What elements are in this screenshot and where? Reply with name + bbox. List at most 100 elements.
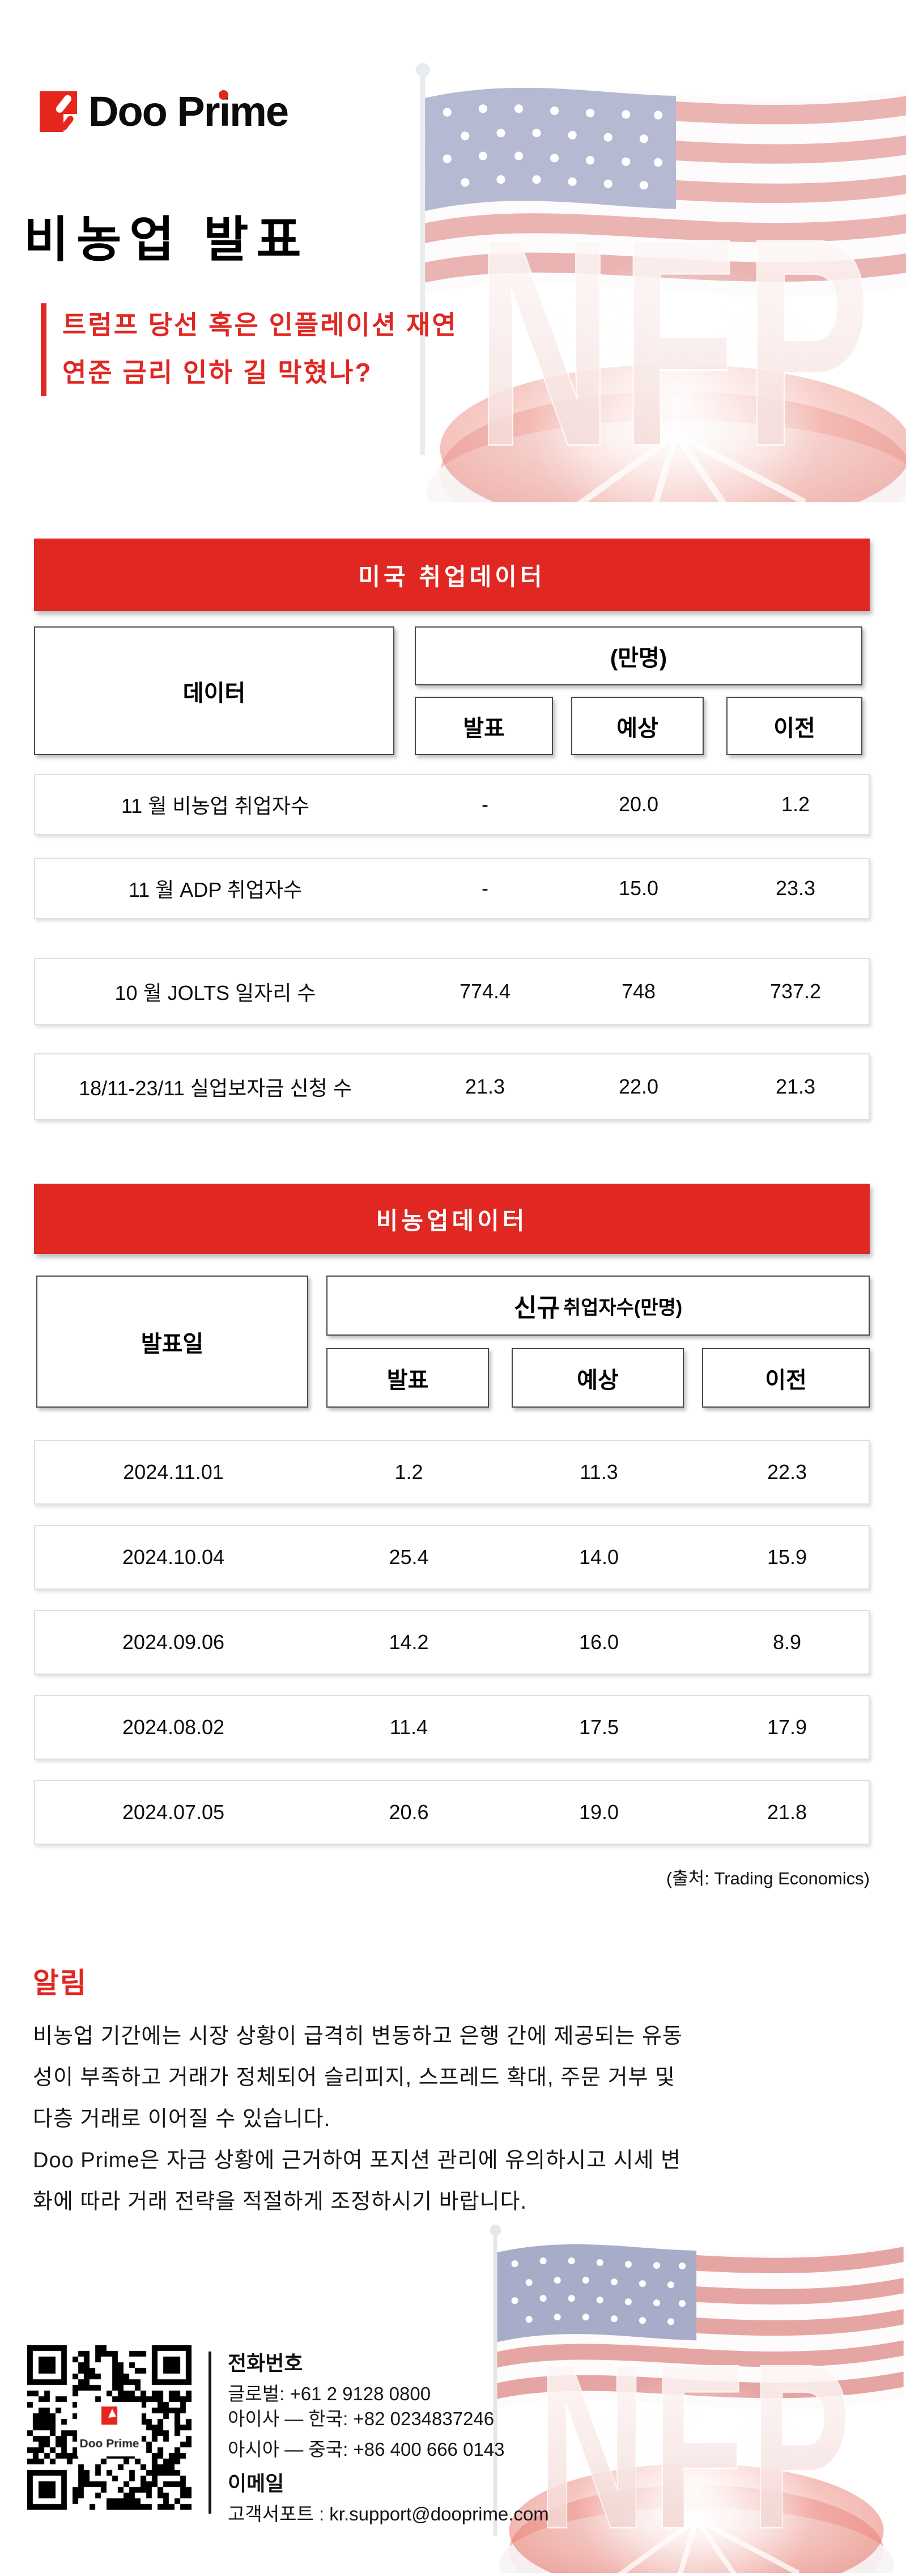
value-previous: 737.2 xyxy=(769,980,822,1003)
row-date: 2024.09.06 xyxy=(122,1630,225,1654)
footer-divider xyxy=(209,2352,211,2514)
value-expected: 14.0 xyxy=(579,1545,619,1569)
value-actual: - xyxy=(482,793,488,816)
doo-prime-wordmark: Doo Prime xyxy=(88,88,289,135)
pie-slice-cuts xyxy=(613,2516,800,2576)
subtitle-block: 트럼프 당선 혹은 인플레이션 재연 연준 금리 인하 길 막혔나? xyxy=(41,303,458,396)
table2-header-unit: 신규 취업자수(만명) xyxy=(326,1276,870,1336)
value-actual: 1.2 xyxy=(394,1460,423,1484)
value-previous: 15.9 xyxy=(767,1545,807,1569)
table2-header-previous: 이전 xyxy=(702,1348,870,1408)
source-note: (출처: Trading Economics) xyxy=(666,1869,870,1888)
value-previous: 1.2 xyxy=(781,793,810,816)
pie-podium-side xyxy=(440,391,906,556)
pie-podium xyxy=(440,364,906,533)
pie-slice-cuts xyxy=(552,431,806,532)
doo-prime-logo: Doo Prime xyxy=(40,88,289,135)
row-date: 2024.07.05 xyxy=(122,1800,225,1824)
row-label: 10 월 JOLTS 일자리 수 xyxy=(114,981,316,1005)
notice-line: 화에 따라 거래 전략을 적절하게 조정하시기 바랍니다. xyxy=(33,2190,528,2214)
table1-title: 미국 취업데이터 xyxy=(358,563,546,590)
value-actual: 14.2 xyxy=(389,1630,429,1654)
value-previous: 21.3 xyxy=(775,1075,816,1098)
table2-title: 비농업데이터 xyxy=(376,1207,528,1234)
flag-pole xyxy=(490,2225,501,2536)
value-expected: 19.0 xyxy=(579,1800,619,1824)
subtitle-line-2: 연준 금리 인하 길 막혔나? xyxy=(62,358,373,387)
wordmark-part: Doo Pr xyxy=(88,88,220,135)
table1-header-expected: 예상 xyxy=(571,697,704,755)
wordmark-i: i xyxy=(219,88,231,135)
row-date: 2024.08.02 xyxy=(122,1715,225,1739)
notice-line: 비농업 기간에는 시장 상황이 급격히 변동하고 은행 간에 제공되는 유동 xyxy=(33,2024,683,2048)
value-expected: 22.0 xyxy=(618,1075,659,1098)
table-row: 11 월 ADP 취업자수 - 15.0 23.3 xyxy=(34,858,870,919)
value-actual: 774.4 xyxy=(459,980,511,1003)
unit-header-rest: 취업자수(만명) xyxy=(563,1297,683,1319)
value-actual: 21.3 xyxy=(465,1075,505,1098)
row-label: 18/11-23/11 실업보자금 신청 수 xyxy=(79,1077,352,1100)
table-row: 2024.11.01 1.2 11.3 22.3 xyxy=(34,1440,870,1505)
value-actual: 11.4 xyxy=(389,1715,428,1739)
value-actual: - xyxy=(482,876,488,900)
us-flag xyxy=(425,87,906,296)
table-row: 10 월 JOLTS 일자리 수 774.4 748 737.2 xyxy=(34,958,870,1025)
unit-header-strong: 신규 xyxy=(513,1294,560,1322)
phone-line-global: 글로벌: +61 2 9128 0800 xyxy=(228,2383,431,2404)
value-previous: 22.3 xyxy=(767,1460,807,1484)
us-flag xyxy=(497,2241,904,2410)
page-title: 비농업 발표 xyxy=(24,213,309,267)
support-email[interactable]: 고객서포트 : kr.support@dooprime.com xyxy=(228,2503,549,2524)
table1-title-bar: 미국 취업데이터 xyxy=(34,539,870,611)
value-expected: 748 xyxy=(621,980,656,1003)
table-row: 2024.10.04 25.4 14.0 15.9 xyxy=(34,1525,870,1590)
table2-header-date: 발표일 xyxy=(36,1276,308,1408)
glow xyxy=(577,2374,816,2576)
wordmark-part: me xyxy=(229,88,289,135)
table-row: 11 월 비농업 취업자수 - 20.0 1.2 xyxy=(34,774,870,835)
value-expected: 11.3 xyxy=(580,1460,618,1484)
row-date: 2024.10.04 xyxy=(122,1545,225,1569)
nfp-3d-text: NFP xyxy=(538,2314,857,2573)
value-expected: 16.0 xyxy=(579,1630,619,1654)
pie-podium-side xyxy=(509,2485,884,2576)
value-previous: 23.3 xyxy=(775,876,816,900)
table1-header-unit: (만명) xyxy=(415,626,862,685)
table1-header-data: 데이터 xyxy=(34,626,394,755)
nfp-graphic: NFP xyxy=(415,63,906,564)
email-heading: 이메일 xyxy=(228,2472,284,2495)
nfp-3d-text: NFP xyxy=(476,177,879,502)
value-previous: 8.9 xyxy=(772,1630,802,1654)
value-expected: 20.0 xyxy=(618,793,659,816)
qr-code xyxy=(27,2345,192,2510)
value-previous: 17.9 xyxy=(767,1715,807,1739)
row-date: 2024.11.01 xyxy=(123,1460,224,1484)
table-row: 2024.09.06 14.2 16.0 8.9 xyxy=(34,1610,870,1675)
notice-line: Doo Prime은 자금 상황에 근거하여 포지션 관리에 유의하시고 시세 … xyxy=(33,2149,682,2172)
table-row: 2024.07.05 20.6 19.0 21.8 xyxy=(34,1780,870,1845)
phone-line-korea: 아이사 — 한국: +82 0234837246 xyxy=(228,2408,495,2429)
value-actual: 20.6 xyxy=(389,1800,429,1824)
row-label: 11 월 ADP 취업자수 xyxy=(128,878,303,901)
table-row: 18/11-23/11 실업보자금 신청 수 21.3 22.0 21.3 xyxy=(34,1053,870,1120)
notice-line: 성이 부족하고 거래가 정체되어 슬리피지, 스프레드 확대, 주문 거부 및 xyxy=(33,2066,676,2090)
glow xyxy=(526,252,827,553)
notice-line: 다층 거래로 이어질 수 있습니다. xyxy=(33,2107,331,2131)
table2-header-actual: 발표 xyxy=(326,1348,489,1408)
table-row: 2024.08.02 11.4 17.5 17.9 xyxy=(34,1695,870,1760)
value-expected: 17.5 xyxy=(579,1715,619,1739)
table1-header-actual: 발표 xyxy=(415,697,553,755)
table2-title-bar: 비농업데이터 xyxy=(34,1184,870,1254)
phone-line-china: 아시아 — 중국: +86 400 666 0143 xyxy=(228,2439,505,2460)
value-actual: 25.4 xyxy=(389,1545,429,1569)
notice-heading: 알림 xyxy=(33,1967,87,1999)
nfp-flag-decoration-top: NFP xyxy=(340,44,906,564)
value-previous: 21.8 xyxy=(767,1800,807,1824)
phone-heading: 전화번호 xyxy=(228,2352,303,2375)
subtitle-line-1: 트럼프 당선 혹은 인플레이션 재연 xyxy=(62,310,458,340)
pie-podium xyxy=(509,2463,884,2576)
pie-podium-rim xyxy=(499,2507,894,2576)
table2-header-expected: 예상 xyxy=(512,1348,684,1408)
pie-podium-rim xyxy=(427,420,906,564)
